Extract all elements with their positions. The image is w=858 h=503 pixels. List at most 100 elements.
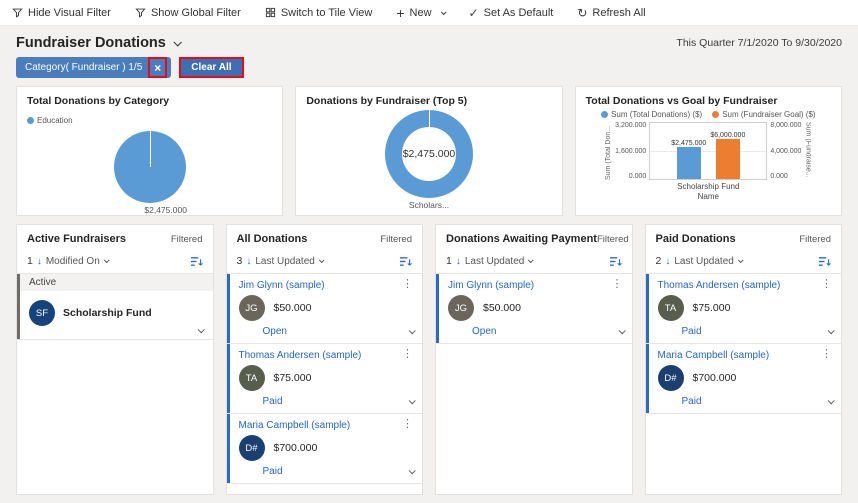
sort-settings-icon[interactable] — [190, 256, 203, 267]
chevron-down-icon[interactable] — [408, 467, 416, 475]
filter-chip[interactable]: Category( Fundraiser ) 1/5 × — [16, 57, 172, 78]
toolbar-label: Show Global Filter — [150, 6, 241, 19]
chevron-down-icon[interactable] — [408, 397, 416, 405]
toolbar-label: Switch to Tile View — [280, 6, 373, 19]
avatar: D# — [657, 365, 684, 391]
legend-swatch — [712, 111, 720, 118]
remove-filter-icon[interactable]: × — [154, 60, 162, 75]
status-link[interactable]: Paid — [681, 326, 702, 337]
more-options-icon[interactable]: ⋮ — [821, 278, 832, 290]
record-count: 1 — [27, 255, 33, 267]
sort-bar: 1 ↓ Last Updated — [436, 250, 632, 274]
card-accent-bar — [226, 344, 230, 413]
axis-tick: 0.000 — [770, 173, 788, 180]
donor-name-link[interactable]: Jim Glynn (sample) — [238, 280, 325, 291]
record-count: 1 — [446, 255, 452, 267]
dashboard-selector[interactable]: Fundraiser Donations — [16, 35, 182, 51]
status-link[interactable]: Paid — [262, 466, 283, 477]
avatar: JG — [448, 295, 474, 321]
group-accent-bar — [17, 274, 20, 339]
donation-card[interactable]: Maria Campbell (sample) ⋮ D# $700.000 Pa… — [226, 414, 422, 484]
pie-chart[interactable] — [113, 131, 186, 203]
legend-item[interactable]: Education — [27, 116, 73, 125]
legend-item[interactable]: Sum (Fundraiser Goal) ($) — [712, 110, 816, 119]
chevron-down-icon[interactable] — [827, 397, 835, 405]
sort-settings-icon[interactable] — [609, 256, 622, 267]
more-options-icon[interactable]: ⋮ — [402, 348, 413, 360]
kanban-board: Active Fundraisers Filtered 1 ↓ Modified… — [0, 224, 858, 495]
chart-title: Total Donations vs Goal by Fundraiser — [585, 95, 778, 107]
donation-amount: $700.000 — [692, 372, 737, 384]
date-range-label: This Quarter 7/1/2020 To 9/30/2020 — [676, 37, 842, 49]
status-link[interactable]: Paid — [262, 396, 283, 407]
sort-field-label: Last Updated — [255, 255, 315, 267]
show-global-filter-button[interactable]: Show Global Filter — [135, 7, 241, 19]
page-title: Fundraiser Donations — [16, 35, 166, 51]
avatar: TA — [238, 365, 265, 391]
grid-icon — [265, 7, 276, 18]
set-as-default-button[interactable]: ✓ Set As Default — [469, 7, 554, 19]
sort-settings-icon[interactable] — [818, 256, 831, 267]
donation-card[interactable]: Maria Campbell (sample) ⋮ D# $700.000 Pa… — [645, 344, 841, 414]
fundraiser-card[interactable]: SF Scholarship Fund — [17, 291, 213, 328]
column-paid-donations: Paid Donations Filtered 2 ↓ Last Updated… — [644, 224, 842, 495]
hide-visual-filter-button[interactable]: Hide Visual Filter — [12, 7, 111, 19]
donut-center-label: $2,475.000 — [402, 148, 456, 160]
charts-row: Total Donations by Category Education $2… — [0, 86, 858, 216]
chevron-down-icon[interactable] — [197, 326, 205, 334]
donor-name-link[interactable]: Maria Campbell (sample) — [657, 350, 770, 361]
switch-to-tile-view-button[interactable]: Switch to Tile View — [265, 6, 373, 19]
sort-direction-icon[interactable]: ↓ — [246, 255, 252, 267]
legend-item[interactable]: Sum (Total Donations) ($) — [601, 110, 702, 119]
filter-icon — [135, 7, 146, 18]
sort-field-label: Last Updated — [464, 255, 525, 267]
more-options-icon[interactable]: ⋮ — [402, 418, 413, 430]
status-link[interactable]: Open — [472, 326, 497, 337]
donor-name-link[interactable]: Jim Glynn (sample) — [448, 280, 535, 291]
more-options-icon[interactable]: ⋮ — [402, 278, 413, 290]
chevron-down-icon[interactable] — [618, 327, 626, 335]
new-button[interactable]: + New — [396, 6, 447, 20]
refresh-icon: ↻ — [577, 5, 588, 20]
donut-chart[interactable]: $2,475.000 — [384, 110, 473, 198]
legend-label: Sum (Total Donations) ($) — [611, 110, 703, 119]
bar-total-donations[interactable] — [676, 147, 701, 179]
sort-direction-icon[interactable]: ↓ — [455, 255, 461, 267]
avatar: D# — [238, 435, 265, 461]
donation-card[interactable]: Jim Glynn (sample) ⋮ JG $50.000 Open — [436, 274, 632, 344]
card-accent-bar — [226, 274, 230, 343]
donation-card[interactable]: Jim Glynn (sample) ⋮ JG $50.000 Open — [226, 274, 422, 344]
donor-name-link[interactable]: Thomas Andersen (sample) — [657, 280, 781, 291]
pie-data-label: $2,475.000 — [144, 205, 187, 215]
filter-chip-label: Category( Fundraiser ) 1/5 — [25, 62, 143, 73]
sort-field-dropdown[interactable]: Last Updated — [464, 255, 534, 267]
donation-card[interactable]: Thomas Andersen (sample) ⋮ TA $75.000 Pa… — [226, 344, 422, 414]
refresh-all-button[interactable]: ↻ Refresh All — [577, 7, 645, 19]
donation-card[interactable]: Thomas Andersen (sample) ⋮ TA $75.000 Pa… — [645, 274, 841, 344]
chevron-down-icon — [440, 8, 447, 15]
sort-direction-icon[interactable]: ↓ — [665, 255, 671, 267]
toolbar-label: New — [409, 6, 432, 19]
chart-card-total-donations-by-category: Total Donations by Category Education $2… — [16, 86, 284, 216]
status-link[interactable]: Paid — [681, 396, 702, 407]
sort-field-dropdown[interactable]: Last Updated — [255, 255, 325, 267]
chevron-down-icon[interactable] — [827, 327, 835, 335]
axis-tick: 1,600.000 — [615, 147, 647, 155]
sort-field-dropdown[interactable]: Modified On — [46, 256, 110, 267]
donor-name-link[interactable]: Maria Campbell (sample) — [238, 420, 351, 431]
chevron-down-icon[interactable] — [408, 327, 416, 335]
bar-fundraiser-goal[interactable] — [715, 139, 740, 179]
clear-all-button[interactable]: Clear All — [181, 59, 242, 76]
filtered-badge: Filtered — [170, 233, 203, 245]
more-options-icon[interactable]: ⋮ — [611, 278, 623, 290]
more-options-icon[interactable]: ⋮ — [821, 348, 832, 360]
status-link[interactable]: Open — [262, 326, 287, 337]
donor-name-link[interactable]: Thomas Andersen (sample) — [238, 350, 362, 361]
legend-swatch — [601, 111, 609, 118]
left-axis-ticks: 3,200.000 1,600.000 0.000 — [615, 122, 646, 180]
sort-settings-icon[interactable] — [399, 256, 412, 267]
group-header[interactable]: Active — [17, 274, 213, 291]
toolbar-label: Hide Visual Filter — [28, 6, 111, 19]
sort-field-dropdown[interactable]: Last Updated — [674, 256, 744, 267]
sort-direction-icon[interactable]: ↓ — [36, 255, 42, 267]
